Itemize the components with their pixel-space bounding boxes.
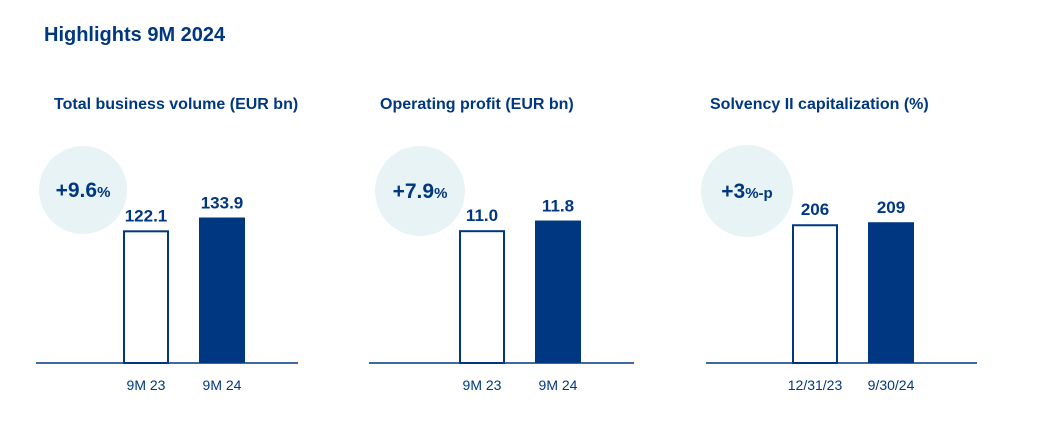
change-unit: % [434,185,447,202]
chart-svg: +3%-p 206 12/31/23 209 9/30/24 [701,145,977,393]
category-label: 9M 23 [463,377,502,393]
bar-value-label: 11.8 [542,197,574,216]
bar [459,230,505,364]
bar-value-label: 133.9 [201,193,244,212]
bar [199,217,245,363]
chart-panel-solvency-capitalization: Solvency II capitalization (%) +3%-p 206 1… [694,0,1041,429]
change-unit: % [97,184,110,201]
category-label: 12/31/23 [788,377,843,393]
chart-svg: +7.9% 11.0 9M 23 11.8 9M 24 [369,146,634,393]
change-value: +9.6 [56,179,97,202]
bar [123,230,169,364]
chart-title: Solvency II capitalization (%) [710,96,929,113]
change-unit: %-p [745,185,773,202]
bar [868,222,914,363]
category-label: 9M 24 [539,377,578,393]
chart-title: Operating profit (EUR bn) [380,96,574,113]
bar [535,220,581,363]
chart-svg: +9.6% 122.1 9M 23 133.9 9M 24 [36,146,298,393]
change-badge-text: +7.9% [393,180,448,203]
bar-value-label: 209 [877,198,905,217]
change-badge-text: +9.6% [56,179,111,202]
change-badge [375,146,465,236]
change-badge [39,146,127,234]
chart-panel-total-business-volume: Total business volume (EUR bn) +9.6% 122.… [0,0,347,429]
change-value: +7.9 [393,180,434,203]
bar [792,224,838,364]
category-label: 9M 24 [203,377,242,393]
change-badge-text: +3%-p [721,180,772,203]
chart-title: Total business volume (EUR bn) [54,96,299,113]
chart-panel-operating-profit: Operating profit (EUR bn) +7.9% 11.0 9M 23… [347,0,694,429]
change-value: +3 [721,180,745,203]
change-badge [701,145,793,237]
page-title: Highlights 9M 2024 [44,24,226,46]
category-label: 9M 23 [127,377,166,393]
bar-value-label: 11.0 [466,206,498,225]
category-label: 9/30/24 [868,377,915,393]
bar-value-label: 206 [801,200,829,219]
bar-value-label: 122.1 [125,206,168,225]
